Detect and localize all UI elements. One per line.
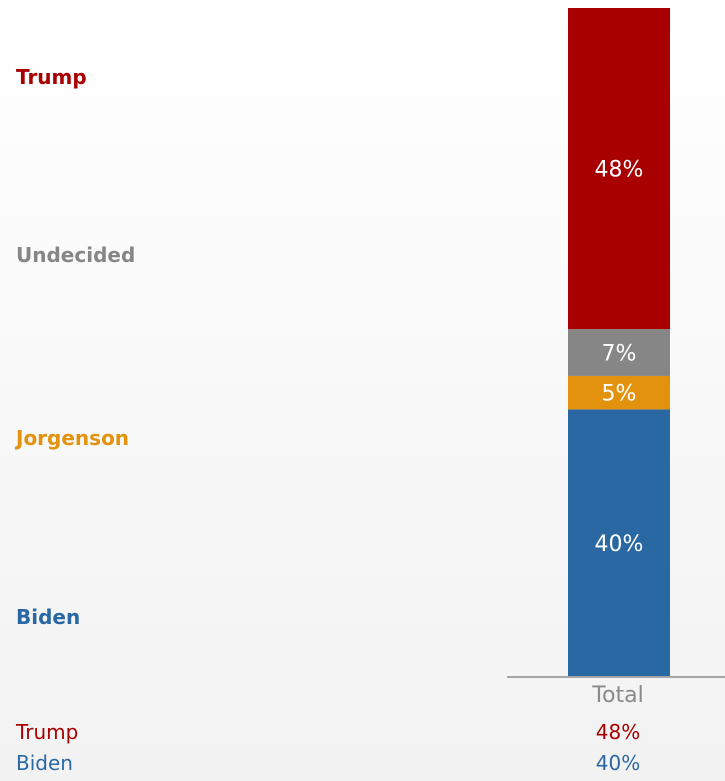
data-label-jorgenson: 5% [602,382,637,407]
data-label-undecided: 7% [602,342,637,367]
summary-name-biden: Biden [16,751,73,775]
data-label-biden: 40% [595,532,644,557]
summary-value-biden: 40% [596,751,640,775]
summary-name-trump: Trump [15,720,78,744]
x-tick-label-total: Total [591,683,643,708]
legend-item-jorgenson: Jorgenson [14,426,129,450]
legend: Trump Undecided Jorgenson Biden [14,65,135,629]
bar-segment-undecided [568,329,670,376]
legend-item-biden: Biden [16,605,80,629]
data-label-trump: 48% [595,158,644,183]
legend-item-undecided: Undecided [16,243,135,267]
bar-stack-total: 40% 5% 7% 48% [568,8,670,677]
bar-segment-biden [568,409,670,677]
bar-segment-trump [568,8,670,330]
bar-segment-jorgenson [568,375,670,410]
summary-table: Trump 48% Biden 40% [15,720,640,775]
summary-value-trump: 48% [596,720,640,744]
legend-item-trump: Trump [16,65,87,89]
